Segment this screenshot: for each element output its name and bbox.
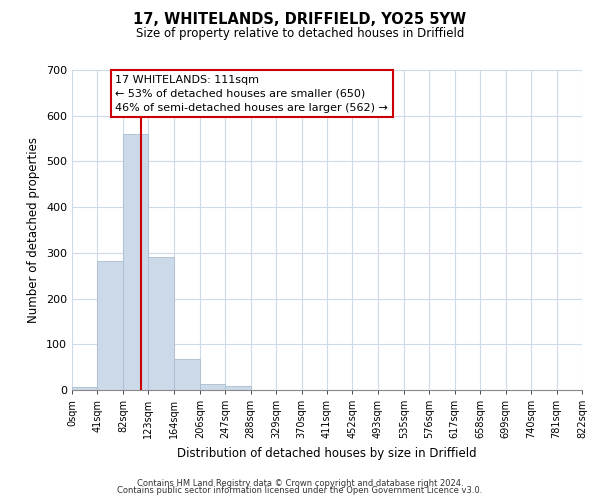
Bar xyxy=(200,384,225,390)
Text: 17 WHITELANDS: 111sqm
← 53% of detached houses are smaller (650)
46% of semi-det: 17 WHITELANDS: 111sqm ← 53% of detached … xyxy=(115,75,388,113)
Bar xyxy=(72,387,97,390)
Bar xyxy=(123,134,148,390)
Text: 17, WHITELANDS, DRIFFIELD, YO25 5YW: 17, WHITELANDS, DRIFFIELD, YO25 5YW xyxy=(133,12,467,28)
Bar xyxy=(174,359,200,390)
Bar xyxy=(225,386,251,390)
Y-axis label: Number of detached properties: Number of detached properties xyxy=(28,137,40,323)
Text: Size of property relative to detached houses in Driffield: Size of property relative to detached ho… xyxy=(136,28,464,40)
Bar xyxy=(148,256,174,390)
Text: Contains HM Land Registry data © Crown copyright and database right 2024.: Contains HM Land Registry data © Crown c… xyxy=(137,478,463,488)
Text: Contains public sector information licensed under the Open Government Licence v3: Contains public sector information licen… xyxy=(118,486,482,495)
Bar xyxy=(97,261,123,390)
X-axis label: Distribution of detached houses by size in Driffield: Distribution of detached houses by size … xyxy=(177,446,477,460)
